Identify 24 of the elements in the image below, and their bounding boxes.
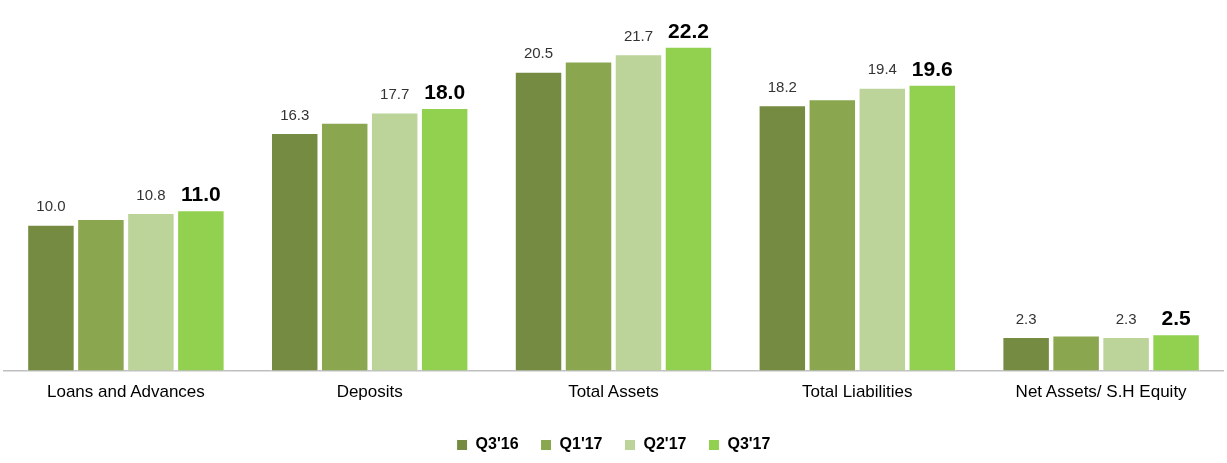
data-label: 22.2 (668, 19, 709, 43)
x-tick-label: Loans and Advances (46, 382, 205, 402)
data-label: 17.7 (380, 85, 410, 103)
legend-label: Q3'17 (727, 435, 771, 453)
x-tick-label: Net Assets/ S.H Equity (1015, 382, 1188, 402)
x-tick-label: Total Liabilities (802, 382, 913, 402)
data-label: 2.3 (1115, 309, 1137, 327)
data-label: 18.0 (424, 80, 466, 104)
legend-label: Q1'17 (559, 435, 603, 453)
data-label: 16.3 (280, 105, 310, 123)
data-label: 19.4 (867, 60, 897, 78)
data-label: 21.7 (623, 26, 654, 44)
legend-label: Q2'17 (643, 435, 687, 453)
data-label: 10.0 (36, 197, 66, 215)
data-label: 19.6 (911, 57, 953, 81)
data-label: 2.3 (1015, 309, 1037, 327)
data-label: 18.2 (767, 77, 797, 95)
data-label: 20.5 (523, 44, 554, 62)
x-tick-label: Total Assets (568, 382, 659, 402)
data-label: 10.8 (136, 185, 166, 203)
x-tick-label: Deposits (336, 382, 403, 402)
legend-label: Q3'16 (475, 435, 519, 453)
data-label: 2.5 (1161, 306, 1191, 330)
data-label: 11.0 (181, 182, 221, 206)
